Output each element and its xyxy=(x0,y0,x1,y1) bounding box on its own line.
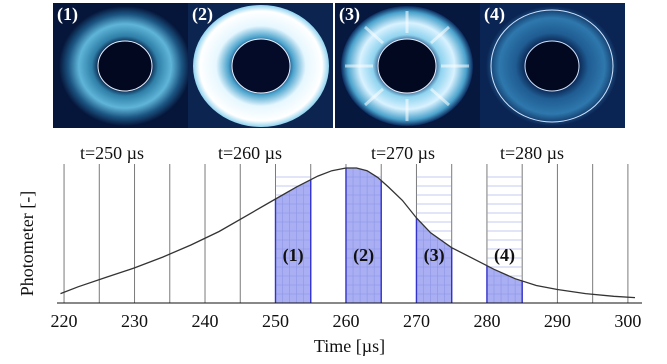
band-label-3: (3) xyxy=(424,245,445,266)
band-label-4: (4) xyxy=(494,245,515,266)
panel-1: (1) xyxy=(53,3,198,128)
panel-label: (1) xyxy=(57,4,78,24)
band-label-2: (2) xyxy=(353,245,374,266)
x-tick-label: 290 xyxy=(544,311,571,331)
x-tick-label: 240 xyxy=(192,311,219,331)
x-tick-label: 270 xyxy=(403,311,430,331)
x-tick-label: 230 xyxy=(121,311,148,331)
x-tick-label: 220 xyxy=(51,311,78,331)
photometer-chart: (1) (2) (3) (4) 220 230 240 250 260 270 280 290 300… xyxy=(17,164,642,356)
panel-4: (4) xyxy=(480,3,625,128)
x-tick-label: 300 xyxy=(614,311,641,331)
band-label-1: (1) xyxy=(283,245,304,266)
photometer-curve xyxy=(60,167,636,299)
image-strip: (1) (2) xyxy=(0,0,667,130)
panel-label: (4) xyxy=(484,4,505,24)
y-axis-title: Photometer [-] xyxy=(17,191,37,296)
x-axis-title: Time [µs] xyxy=(314,336,385,356)
band-3 xyxy=(416,218,452,303)
band-4 xyxy=(486,265,523,303)
time-label-3: t=270 µs xyxy=(371,143,436,163)
panel-label: (3) xyxy=(339,4,360,24)
band-2 xyxy=(345,168,382,303)
x-tick-label: 260 xyxy=(332,311,359,331)
ring-image xyxy=(188,3,333,128)
time-label-4: t=280 µs xyxy=(500,143,565,163)
panel-2: (2) xyxy=(188,3,333,128)
time-label-2: t=260 µs xyxy=(218,143,283,163)
x-tick-label: 250 xyxy=(262,311,289,331)
ring-image xyxy=(480,3,625,128)
band-1 xyxy=(275,179,311,303)
ring-image xyxy=(335,3,480,128)
highlight-bands: (1) (2) (3) (4) xyxy=(274,168,523,303)
x-tick-labels: 220 230 240 250 260 270 280 290 300 xyxy=(51,311,642,331)
panel-3: (3) xyxy=(335,3,480,128)
panel-label: (2) xyxy=(192,4,213,24)
time-label-1: t=250 µs xyxy=(80,143,145,163)
x-tick-label: 280 xyxy=(473,311,500,331)
ring-image xyxy=(53,3,198,128)
